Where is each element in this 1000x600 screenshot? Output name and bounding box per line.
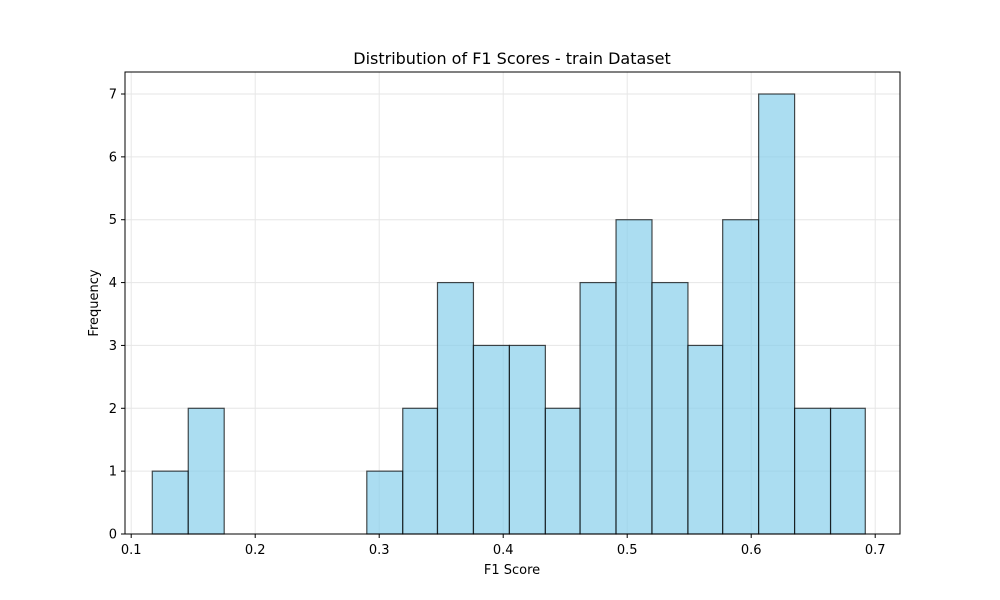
- x-tick-label: 0.5: [617, 543, 638, 558]
- y-tick-label: 1: [109, 465, 117, 480]
- histogram-bar: [472, 344, 511, 535]
- histogram-bar: [687, 344, 724, 535]
- x-tick-label: 0.1: [121, 543, 142, 558]
- histogram-bar: [508, 344, 546, 535]
- y-tick-label: 0: [109, 528, 117, 543]
- y-tick-label: 2: [109, 402, 117, 417]
- axes-layer: [124, 71, 901, 535]
- x-tick-label: 0.7: [865, 543, 886, 558]
- histogram-bar: [579, 281, 617, 535]
- x-tick-label: 0.2: [245, 543, 266, 558]
- y-tick-label: 6: [109, 150, 117, 165]
- y-tick-label: 4: [109, 276, 117, 291]
- histogram-bar: [187, 407, 225, 535]
- histogram-bar: [651, 281, 689, 535]
- histogram-bar: [793, 407, 832, 535]
- histogram-bar: [829, 407, 866, 535]
- histogram-bar: [615, 219, 653, 535]
- y-axis-label: Frequency: [87, 269, 102, 336]
- histogram-bar: [366, 470, 404, 535]
- histogram-bar: [544, 407, 581, 535]
- chart-title: Distribution of F1 Scores - train Datase…: [353, 49, 670, 68]
- ticks-layer: 0.1 0.2 0.3 0.4 0.5 0.6 0.7 0 1 2 3 4 5 6 7: [109, 88, 886, 559]
- histogram-bar: [722, 219, 760, 535]
- x-tick-label: 0.3: [369, 543, 390, 558]
- histogram-bar: [758, 93, 796, 535]
- histogram-bar: [151, 470, 189, 535]
- histogram-bar: [402, 407, 439, 535]
- plot-frame: [124, 71, 901, 535]
- y-tick-label: 7: [109, 88, 117, 103]
- x-tick-label: 0.4: [493, 543, 514, 558]
- y-tick-label: 5: [109, 213, 117, 228]
- bars-layer: [151, 93, 866, 535]
- y-tick-label: 3: [109, 339, 117, 354]
- x-axis-label: F1 Score: [484, 563, 540, 578]
- histogram-bar: [436, 281, 475, 535]
- x-tick-label: 0.6: [741, 543, 762, 558]
